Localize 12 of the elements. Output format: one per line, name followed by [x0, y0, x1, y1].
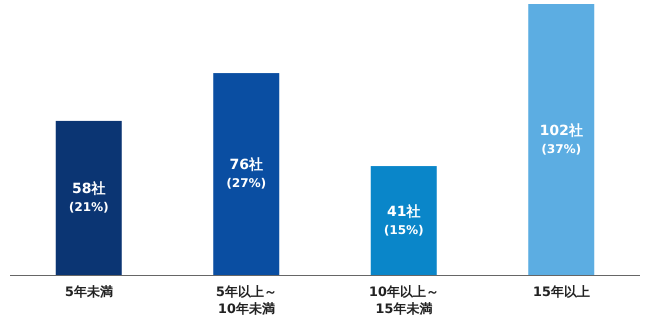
x-tick-label: 10年以上～15年未満 — [368, 284, 440, 318]
bar — [528, 4, 594, 275]
data-label: 102社 (37%) — [538, 122, 584, 158]
x-tick-label: 5年以上～10年未満 — [214, 284, 278, 318]
bar — [213, 73, 280, 275]
data-label: 76社 (27%) — [225, 156, 268, 192]
x-tick-label: 15年以上 — [532, 284, 591, 301]
bar — [56, 120, 122, 275]
data-label: 41社 (15%) — [382, 202, 425, 239]
x-tick-label: 5年未満 — [64, 284, 114, 301]
bar — [370, 166, 437, 275]
data-label: 58社 (21%) — [68, 180, 110, 216]
